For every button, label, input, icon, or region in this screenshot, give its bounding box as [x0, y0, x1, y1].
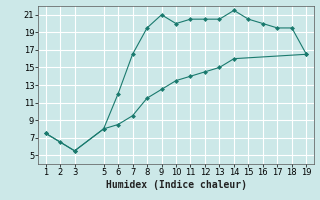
X-axis label: Humidex (Indice chaleur): Humidex (Indice chaleur): [106, 180, 246, 190]
